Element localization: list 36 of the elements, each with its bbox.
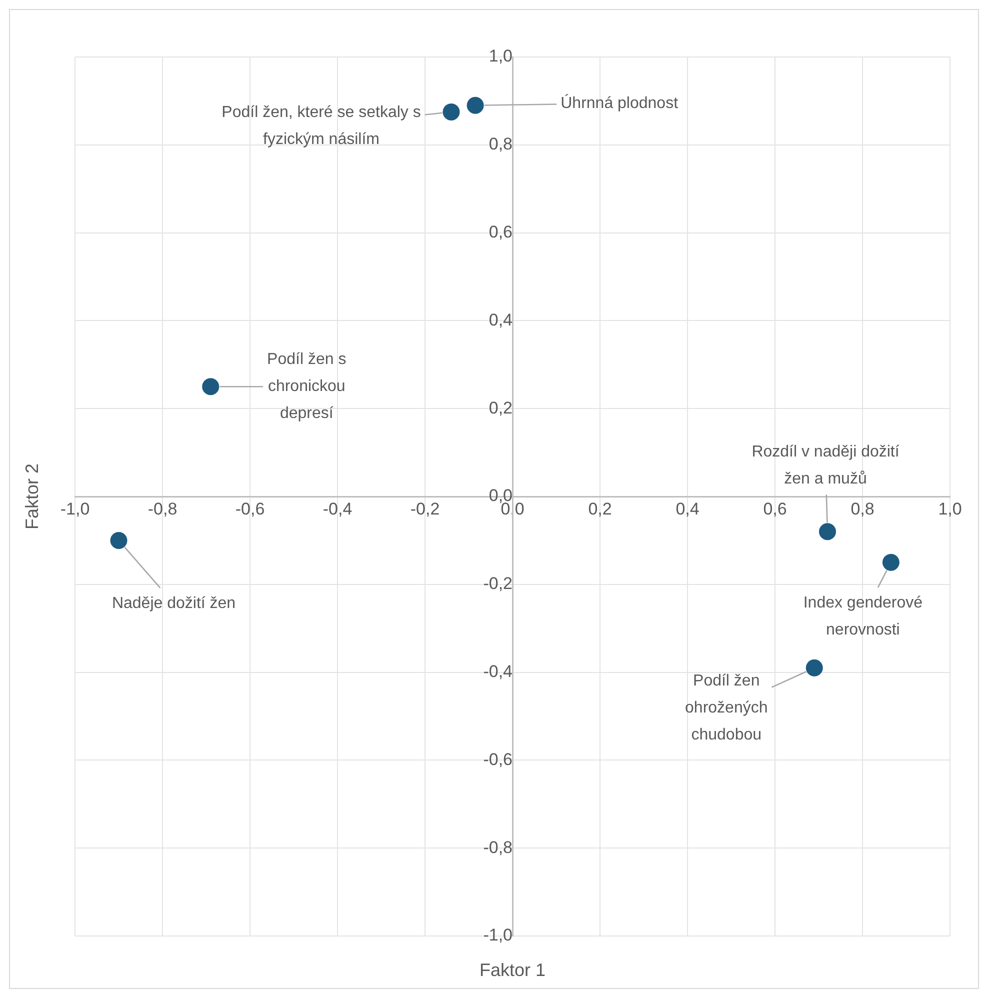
point	[202, 378, 220, 396]
point	[882, 554, 900, 571]
x-tick-label: -0,2	[410, 499, 440, 518]
y-tick-label: -0,6	[483, 750, 512, 769]
point	[466, 96, 484, 114]
y-tick-label: 0,2	[488, 398, 512, 418]
y-tick-label: 0,6	[488, 222, 512, 242]
y-tick-label: -0,2	[483, 574, 512, 594]
annotation: Podíl žen s chronickou depresí	[267, 351, 346, 422]
x-tick-label: 0,4	[676, 499, 700, 518]
point	[442, 103, 460, 120]
annotation: Index genderové nerovnosti	[803, 594, 923, 638]
annotation: Podíl žen ohrožených chudobou	[685, 672, 768, 744]
y-tick-label: 0,4	[488, 310, 512, 330]
x-axis-title: Faktor 1	[479, 960, 546, 980]
y-tick-label: -0,4	[483, 662, 512, 681]
x-tick-label: 1,0	[938, 499, 962, 518]
annotation: Rozdíl v naději dožití žen a mužů	[752, 444, 900, 488]
x-tick-label: -0,6	[235, 499, 265, 518]
annotation: Naděje dožití žen	[112, 594, 236, 612]
annotation: Podíl žen, které se setkaly s fyzickým násilím	[222, 104, 421, 148]
x-tick-label: 0,6	[763, 499, 787, 518]
y-axis-title: Faktor 2	[22, 463, 42, 530]
x-tick-label: -0,8	[148, 499, 178, 518]
point	[110, 532, 128, 549]
x-tick-label: -0,4	[322, 499, 352, 518]
x-tick-label: 0,8	[850, 499, 874, 518]
y-tick-label: 0,8	[488, 134, 512, 154]
x-tick-label: -1,0	[60, 499, 90, 518]
y-tick-label: -1,0	[483, 926, 512, 945]
x-tick-label: 0,2	[588, 499, 612, 518]
point	[806, 659, 823, 676]
annotation: Úhrnná plodnost	[560, 94, 679, 112]
y-tick-label: 1,0	[488, 46, 512, 66]
point	[819, 523, 836, 540]
y-tick-label: -0,8	[483, 838, 512, 857]
